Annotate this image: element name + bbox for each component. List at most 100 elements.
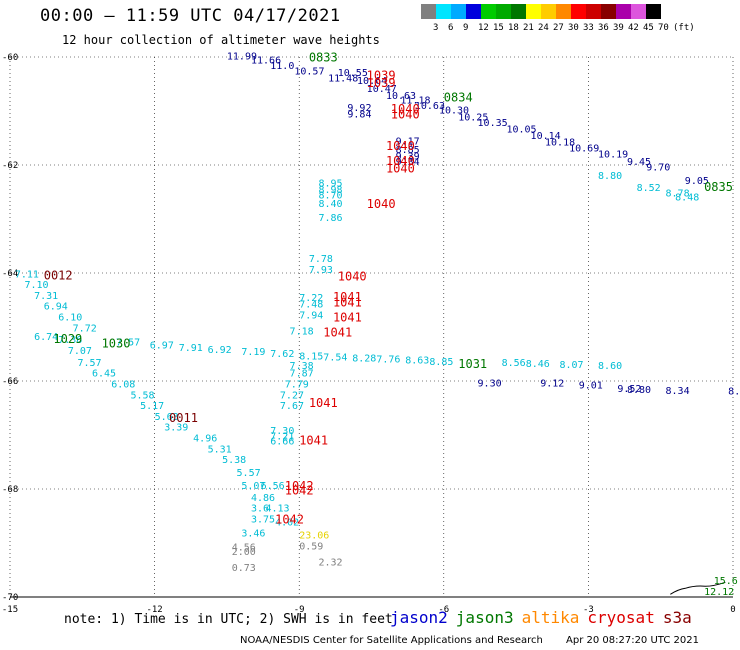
legend-swatch	[481, 4, 496, 19]
wave-height-value: 7.30	[270, 426, 294, 437]
wave-height-value: 7.62	[270, 349, 294, 360]
wave-height-value: 11.66	[251, 55, 281, 66]
legend-label: 3	[433, 23, 439, 33]
legend-label: 21	[523, 23, 534, 33]
pass-time-label: 1042	[275, 513, 304, 527]
legend-swatch	[466, 4, 481, 19]
credit-line: NOAA/NESDIS Center for Satellite Applica…	[240, 635, 543, 646]
legend-swatch	[436, 4, 451, 19]
legend-label: 15	[493, 23, 504, 33]
x-tick-label: -9	[294, 605, 305, 615]
wave-height-value: 7.36	[58, 335, 82, 346]
wave-height-value: 4.56	[232, 543, 256, 554]
wave-height-value: 9.05	[685, 176, 709, 187]
wave-height-value: 3.6	[251, 504, 269, 515]
wave-height-value: 11.48	[328, 73, 358, 84]
wave-height-value: 5.58	[131, 390, 155, 401]
legend-label: 33	[583, 23, 594, 33]
x-tick-label: -6	[438, 605, 449, 615]
wave-height-value: 7.94	[299, 310, 323, 321]
legend-label: 27	[553, 23, 564, 33]
wave-height-value: 8.46	[526, 359, 550, 370]
wave-height-value: 8.34	[666, 386, 690, 397]
wave-height-value: 7.93	[309, 265, 333, 276]
legend-label: 9	[463, 23, 469, 33]
legend-label: 42	[628, 23, 639, 33]
wave-height-value: 7.91	[179, 343, 203, 354]
wave-height-value: 15.6	[714, 576, 738, 587]
y-tick-label: -60	[2, 53, 18, 63]
wave-height-value: 7.78	[309, 254, 333, 265]
wave-height-value: 12.12	[704, 587, 734, 598]
legend-label: 70	[658, 23, 669, 33]
wave-height-value: 6.94	[44, 302, 68, 313]
legend-swatch	[571, 4, 586, 19]
wave-height-value: 9.45	[627, 157, 651, 168]
legend-label: 36	[598, 23, 609, 33]
wave-height-value: 3.39	[164, 423, 188, 434]
wave-height-value: 10.19	[598, 149, 628, 160]
pass-time-label: 1040	[386, 139, 415, 153]
wave-height-value: 9.84	[347, 109, 371, 120]
wave-height-value: 8.80	[627, 385, 651, 396]
pass-time-label: 0833	[309, 50, 338, 64]
legend-label: 45	[643, 23, 654, 33]
wave-height-value: 10.05	[506, 125, 536, 136]
pass-time-label: 1040	[338, 270, 367, 284]
wave-height-value: 6.56	[261, 481, 285, 492]
legend-swatch	[646, 4, 661, 19]
wave-height-value: 7.22	[299, 293, 323, 304]
legend-label: 12	[478, 23, 489, 33]
wave-height-value: 4.86	[251, 493, 275, 504]
wave-height-value: 8.63	[405, 356, 429, 367]
pass-time-label: 0834	[444, 90, 473, 104]
wave-height-value: 10.35	[478, 118, 508, 129]
pass-time-label: 1040	[386, 162, 415, 176]
wave-height-value: 6.92	[208, 345, 232, 356]
wave-height-value: 9.34	[396, 157, 420, 168]
wave-height-value: 9.17	[396, 136, 420, 147]
wave-height-value: 2.32	[318, 558, 342, 569]
wave-height-value: 8.15	[299, 351, 323, 362]
wave-height-value: 7.57	[77, 358, 101, 369]
wave-height-value: 9.92	[347, 103, 371, 114]
wave-height-value: 6.66	[270, 437, 294, 448]
wave-height-value: 7.54	[323, 352, 347, 363]
wave-height-value: 10.57	[294, 66, 324, 77]
wave-height-value: 7.48	[299, 300, 323, 311]
generated-timestamp: Apr 20 08:27:20 UTC 2021	[566, 635, 699, 646]
wave-height-value: 9.39	[396, 152, 420, 163]
pass-time-label: 1039	[367, 69, 396, 83]
legend-label: (ft)	[673, 23, 695, 33]
wave-height-value: 8.85	[429, 357, 453, 368]
y-tick-label: -70	[2, 593, 18, 603]
satellite-name-s3a: s3a	[662, 608, 692, 627]
legend-swatch	[541, 4, 556, 19]
wave-height-value: 8.52	[637, 183, 661, 194]
legend-label: 18	[508, 23, 519, 33]
legend-label: 39	[613, 23, 624, 33]
pass-time-label: 1041	[309, 396, 338, 410]
wave-height-value: 8.95	[318, 179, 342, 190]
wave-height-value: 9.52	[617, 384, 641, 395]
wave-height-value: 23.06	[299, 531, 329, 542]
wave-height-value: 5.31	[208, 444, 232, 455]
map-grid	[9, 56, 734, 598]
pass-time-label: 1042	[285, 479, 314, 493]
pass-time-label: 0011	[169, 411, 198, 425]
x-tick-label: -15	[2, 605, 18, 615]
y-tick-label: -62	[2, 161, 18, 171]
wave-height-value: 8.60	[598, 361, 622, 372]
color-scale-legend	[421, 4, 661, 19]
pass-time-label: 0835	[704, 180, 733, 194]
page-title: 00:00 – 11:59 UTC 04/17/2021	[40, 6, 341, 26]
pass-time-label: 1041	[333, 295, 362, 309]
pass-time-label: 1040	[386, 154, 415, 168]
pass-time-label: 1031	[458, 357, 487, 371]
wave-height-value: 10.25	[458, 113, 488, 124]
wave-height-value: 5.17	[140, 401, 164, 412]
wave-height-value: 8.70	[318, 190, 342, 201]
